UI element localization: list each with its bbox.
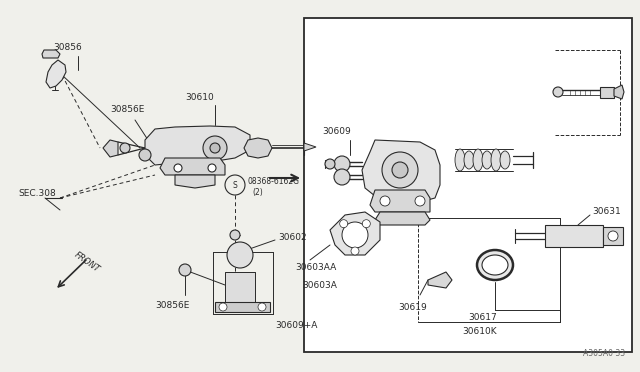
Polygon shape	[215, 302, 270, 312]
Text: 30856E: 30856E	[110, 106, 145, 115]
Polygon shape	[160, 158, 225, 175]
Polygon shape	[375, 212, 430, 225]
Ellipse shape	[482, 151, 492, 169]
FancyBboxPatch shape	[304, 18, 632, 352]
Circle shape	[258, 303, 266, 311]
Ellipse shape	[342, 222, 368, 248]
Circle shape	[210, 143, 220, 153]
Polygon shape	[603, 227, 623, 245]
Polygon shape	[545, 225, 603, 247]
Text: 30856E: 30856E	[155, 301, 189, 310]
Text: 30617: 30617	[468, 314, 497, 323]
Ellipse shape	[482, 255, 508, 275]
Circle shape	[208, 164, 216, 172]
Text: FRONT: FRONT	[73, 250, 102, 274]
Text: SEC.308: SEC.308	[18, 189, 56, 198]
Polygon shape	[145, 126, 250, 165]
Text: 30609+A: 30609+A	[275, 321, 317, 330]
Circle shape	[325, 159, 335, 169]
Text: 30631: 30631	[592, 208, 621, 217]
Text: 30609: 30609	[322, 128, 351, 137]
Text: A305A0 33: A305A0 33	[583, 349, 625, 358]
Polygon shape	[614, 85, 624, 99]
Circle shape	[174, 164, 182, 172]
Circle shape	[203, 136, 227, 160]
Polygon shape	[362, 140, 440, 202]
Circle shape	[227, 242, 253, 268]
Polygon shape	[175, 175, 215, 188]
Ellipse shape	[464, 151, 474, 169]
Circle shape	[340, 220, 348, 228]
Circle shape	[382, 152, 418, 188]
Circle shape	[362, 220, 371, 228]
Polygon shape	[42, 50, 60, 58]
Polygon shape	[304, 143, 316, 151]
Circle shape	[334, 156, 350, 172]
Text: 30602: 30602	[278, 232, 307, 241]
Ellipse shape	[473, 149, 483, 171]
Text: 30610: 30610	[185, 93, 214, 103]
Text: 08368-6162G: 08368-6162G	[247, 177, 299, 186]
Circle shape	[351, 247, 359, 255]
Circle shape	[392, 162, 408, 178]
Polygon shape	[600, 87, 614, 98]
Text: S: S	[232, 180, 237, 189]
Polygon shape	[330, 212, 380, 255]
Text: 30610K: 30610K	[462, 327, 497, 337]
Polygon shape	[103, 140, 118, 157]
Text: 30619: 30619	[398, 302, 427, 311]
Polygon shape	[225, 272, 255, 302]
Polygon shape	[244, 138, 272, 158]
Circle shape	[230, 230, 240, 240]
Circle shape	[415, 196, 425, 206]
Circle shape	[380, 196, 390, 206]
Ellipse shape	[477, 250, 513, 280]
Ellipse shape	[500, 151, 510, 169]
Circle shape	[179, 264, 191, 276]
Text: (2): (2)	[252, 187, 263, 196]
Circle shape	[139, 149, 151, 161]
Circle shape	[120, 143, 130, 153]
Circle shape	[334, 169, 350, 185]
Polygon shape	[428, 272, 452, 288]
Polygon shape	[46, 60, 66, 88]
Ellipse shape	[455, 149, 465, 171]
Text: 30856: 30856	[53, 42, 82, 51]
Text: 30603AA: 30603AA	[295, 263, 336, 273]
Text: 30603A: 30603A	[302, 280, 337, 289]
Circle shape	[219, 303, 227, 311]
Circle shape	[608, 231, 618, 241]
Circle shape	[553, 87, 563, 97]
Ellipse shape	[491, 149, 501, 171]
Polygon shape	[370, 190, 430, 212]
